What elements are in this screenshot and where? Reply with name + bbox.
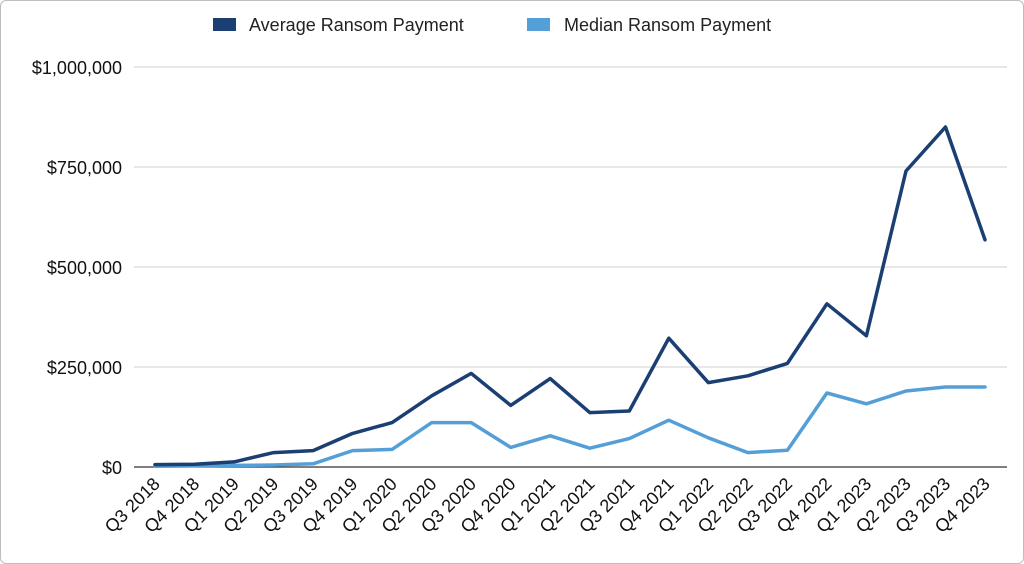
series-line-1	[153, 385, 987, 468]
y-tick-label: $250,000	[47, 358, 122, 378]
series-line-0	[153, 125, 987, 467]
series-lines	[153, 125, 987, 468]
y-tick-label: $0	[102, 458, 122, 478]
legend-swatch	[527, 18, 550, 31]
y-tick-label: $750,000	[47, 158, 122, 178]
gridlines	[134, 66, 1007, 368]
y-tick-label: $500,000	[47, 258, 122, 278]
y-tick-label: $1,000,000	[32, 58, 122, 78]
legend-label: Average Ransom Payment	[249, 15, 464, 35]
legend-swatch	[213, 18, 236, 31]
y-axis: $0 $250,000 $500,000 $750,000 $1,000,000	[32, 58, 122, 478]
legend-label: Median Ransom Payment	[564, 15, 771, 35]
legend: Average Ransom Payment Median Ransom Paym…	[213, 15, 771, 35]
